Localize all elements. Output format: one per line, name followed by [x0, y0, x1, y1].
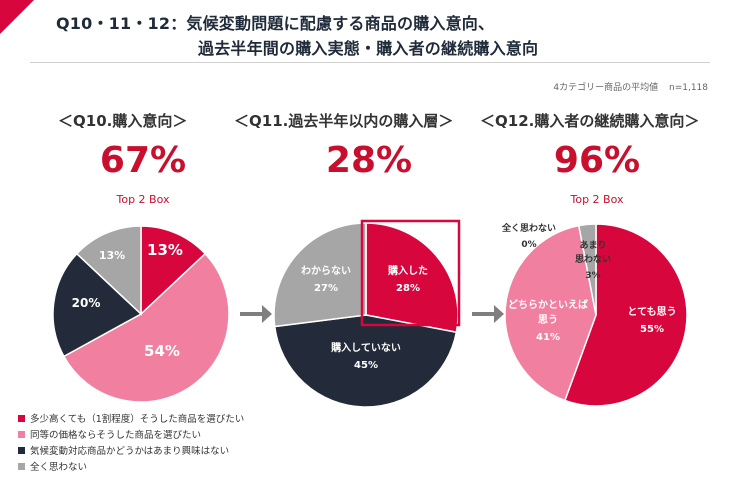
q12-top2-label: Top 2 Box [570, 193, 624, 206]
legend-item: 同等の価格ならそうした商品を選びたい [18, 428, 244, 444]
pie-slice [52, 252, 143, 358]
pie-slice [365, 222, 459, 334]
pie-slice [62, 252, 230, 403]
q10-pie: 13% 54% 20% 13% [52, 225, 230, 403]
note-n: n=1,118 [668, 83, 708, 93]
legend-label: 同等の価格ならそうした商品を選びたい [30, 430, 202, 441]
page-title-line-2: 過去半年間の購入実態・購入者の継続購入意向 [198, 39, 539, 58]
pie-slice [563, 223, 688, 407]
slice-label: 13% [147, 241, 183, 259]
arrow-right-icon [240, 305, 272, 323]
legend-label: 全く思わない [30, 462, 88, 473]
title-divider [30, 62, 710, 63]
legend-label: 多少高くても（1割程度）そうした商品を選びたい [30, 414, 245, 425]
legend: 多少高くても（1割程度）そうした商品を選びたい 同等の価格ならそうした商品を選び… [18, 412, 244, 476]
arrow-right-icon [472, 305, 504, 323]
slice-label: 20% [72, 296, 101, 310]
slice-label: 購入した 28% [387, 264, 428, 294]
q11-title: ＜Q11.過去半年以内の購入層＞ [234, 112, 454, 130]
pie-slice [273, 222, 367, 328]
legend-item: 多少高くても（1割程度）そうした商品を選びたい [18, 412, 244, 428]
legend-item: 気候変動対応商品かどうかはあまり興味はない [18, 444, 244, 460]
page-title-line-1: Q10・11・12：気候変動問題に配慮する商品の購入意向、 [56, 14, 495, 33]
slice-label: とても思う 55% [627, 306, 676, 335]
pie-slice [504, 224, 597, 402]
legend-label: 気候変動対応商品かどうかはあまり興味はない [30, 446, 230, 457]
legend-swatch [18, 431, 25, 438]
q10-headline: 67% [99, 140, 187, 181]
q11-pie: 購入した 28% 購入していない 45% わからない 27% [273, 222, 459, 408]
pie-slice [75, 225, 142, 316]
pie-slice [273, 314, 458, 408]
q10-top2-label: Top 2 Box [116, 193, 170, 206]
highlight-box [360, 219, 461, 327]
q11-headline: 28% [325, 140, 413, 181]
legend-swatch [18, 415, 25, 422]
slice-label: 13% [99, 249, 125, 262]
q12-title: ＜Q12.購入者の継続購入意向＞ [480, 112, 700, 130]
slice-label: 購入していない 45% [330, 341, 401, 371]
sample-note: 4カテゴリー商品の平均値 n=1,118 [545, 80, 708, 93]
corner-accent [0, 0, 34, 34]
q12-headline: 96% [553, 140, 641, 181]
legend-item: 全く思わない [18, 460, 244, 476]
slice-label: どちらかといえば思う 41% [508, 298, 588, 343]
pie-slice [140, 225, 207, 316]
slice-label: あまり思わない 3% [575, 240, 611, 281]
q12-pie: とても思う 55% どちらかといえば思う 41% 全く思わない 0% あまり思わない 3% [501, 222, 688, 407]
q10-title: ＜Q10.購入意向＞ [58, 112, 188, 130]
legend-swatch [18, 447, 25, 454]
legend-swatch [18, 463, 25, 470]
note-text: 4カテゴリー商品の平均値 [553, 83, 659, 93]
slice-label: 全く思わない 0% [501, 222, 556, 250]
pie-slice [577, 223, 597, 316]
slice-label: 54% [144, 342, 180, 360]
slice-label: わからない 27% [301, 265, 351, 294]
